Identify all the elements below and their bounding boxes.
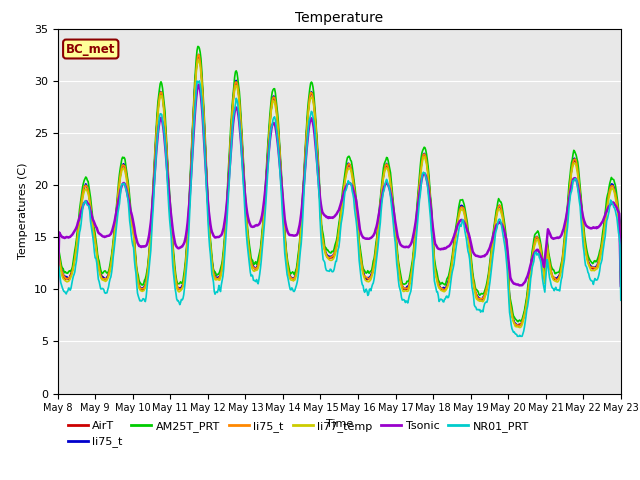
Title: Temperature: Temperature bbox=[295, 11, 383, 25]
Legend: AirT, li75_t, AM25T_PRT, li75_t, li77_temp, Tsonic, NR01_PRT: AirT, li75_t, AM25T_PRT, li75_t, li77_te… bbox=[63, 417, 533, 452]
X-axis label: Time: Time bbox=[326, 419, 353, 429]
Y-axis label: Temperatures (C): Temperatures (C) bbox=[18, 163, 28, 260]
Text: BC_met: BC_met bbox=[66, 43, 115, 56]
